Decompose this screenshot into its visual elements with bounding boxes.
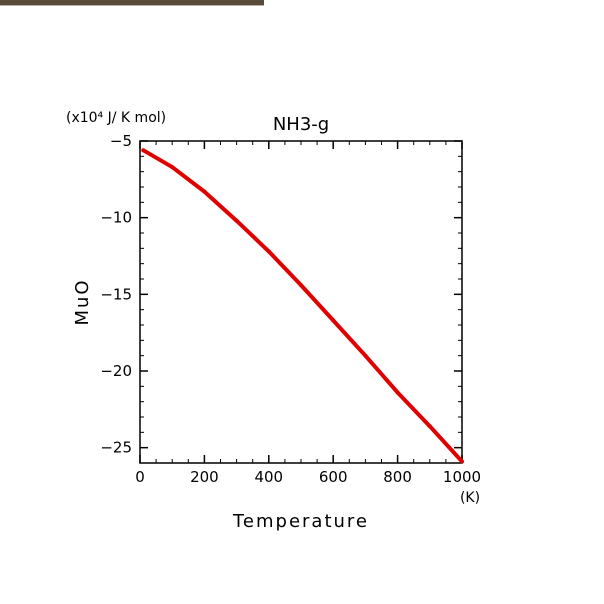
y-axis-unit: (x10⁴ J/ K mol)	[66, 110, 166, 126]
data-point	[331, 318, 336, 323]
x-axis-unit: (K)	[460, 490, 480, 506]
data-point	[266, 249, 271, 254]
data-point	[363, 353, 368, 358]
data-point	[141, 148, 146, 153]
y-tick-labels: −5 −10 −15 −20 −25	[100, 132, 132, 457]
x-tick-label: 1000	[443, 468, 481, 486]
data-point	[299, 283, 303, 288]
x-tick-label: 600	[319, 468, 348, 486]
axis-ticks	[139, 140, 463, 464]
series-line	[142, 148, 464, 463]
data-point	[460, 459, 464, 464]
data-point	[234, 218, 239, 223]
data-point	[395, 390, 400, 395]
data-point	[427, 424, 432, 429]
data-point	[170, 165, 175, 170]
plot-frame	[139, 140, 463, 464]
chart-title: NH3-g	[273, 114, 329, 135]
x-axis-label: Temperature	[232, 511, 369, 532]
x-tick-label: 0	[135, 468, 145, 486]
x-tick-label: 200	[190, 468, 219, 486]
y-tick-label: −5	[110, 132, 132, 150]
x-tick-labels: 0 200 400 600 800 1000	[135, 468, 481, 486]
window-top-bar	[0, 0, 264, 6]
y-tick-label: −15	[100, 285, 132, 303]
x-tick-label: 800	[383, 468, 412, 486]
series-points	[141, 148, 464, 464]
y-axis-label: MuO	[72, 278, 93, 325]
y-tick-label: −25	[100, 439, 132, 457]
y-tick-label: −20	[100, 362, 132, 380]
y-tick-label: −10	[100, 209, 132, 227]
plot-area: 0 200 400 600 800 1000 −5 −10 −15 −20 −25	[100, 132, 481, 486]
x-tick-label: 400	[254, 468, 283, 486]
data-point	[202, 189, 207, 194]
